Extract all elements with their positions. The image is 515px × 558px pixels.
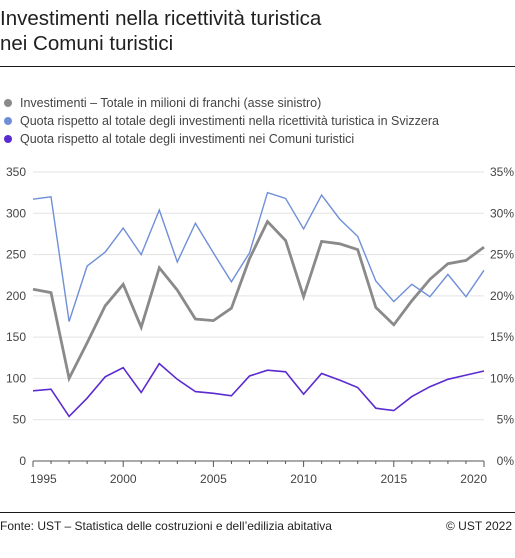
x-tick-label: 2000 bbox=[110, 472, 137, 486]
grid-layer bbox=[33, 171, 484, 462]
title-line-2: nei Comuni turistici bbox=[0, 32, 174, 55]
legend-label-share-communes: Quota rispetto al totale degli investime… bbox=[20, 132, 355, 146]
footer-divider bbox=[0, 512, 515, 513]
x-tick-label: 2015 bbox=[380, 472, 407, 486]
series-line-share-communes bbox=[32, 362, 485, 418]
y-right-tick-label: 25% bbox=[490, 248, 514, 262]
x-tick-label: 2010 bbox=[290, 472, 317, 486]
x-tick-label: 2020 bbox=[460, 472, 487, 486]
y-left-tick-label: 50 bbox=[13, 413, 27, 427]
legend-dot-light-blue bbox=[4, 117, 12, 125]
x-tick-label: 2005 bbox=[200, 472, 227, 486]
y-left-tick-label: 350 bbox=[6, 165, 26, 179]
legend-item-investments[interactable]: Investimenti – Totale in milioni di fran… bbox=[4, 94, 439, 112]
y-left-tick-label: 200 bbox=[6, 289, 26, 303]
series-layer bbox=[32, 191, 485, 418]
y-left-tick-label: 150 bbox=[6, 330, 26, 344]
line-chart: 0 0% 50 5% 100 10% 150 15% 200 20% 250 25% 300 30% 350… bbox=[6, 165, 514, 486]
y-left-tick-label: 0 bbox=[19, 454, 26, 468]
axis-layer: 0 0% 50 5% 100 10% 150 15% 200 20% 250 25% 300 30% 350… bbox=[6, 165, 514, 486]
legend: Investimenti – Totale in milioni di fran… bbox=[4, 94, 439, 148]
y-right-tick-label: 10% bbox=[490, 371, 514, 385]
title-line-1: Investimenti nella ricettività turistica bbox=[0, 7, 322, 30]
y-right-tick-label: 0% bbox=[497, 454, 515, 468]
chart-title: Investimenti nella ricettività turistica… bbox=[0, 6, 515, 56]
legend-dot-purple bbox=[4, 135, 12, 143]
y-right-tick-label: 5% bbox=[497, 413, 515, 427]
y-right-tick-label: 35% bbox=[490, 165, 514, 179]
y-left-tick-label: 300 bbox=[6, 206, 26, 220]
y-right-tick-label: 30% bbox=[490, 206, 514, 220]
legend-label-investments: Investimenti – Totale in milioni di fran… bbox=[20, 96, 322, 110]
copyright: © UST 2022 bbox=[446, 519, 512, 533]
legend-label-share-switzerland: Quota rispetto al totale degli investime… bbox=[20, 114, 439, 128]
y-right-tick-label: 15% bbox=[490, 330, 514, 344]
legend-item-share-switzerland[interactable]: Quota rispetto al totale degli investime… bbox=[4, 112, 439, 130]
x-tick-label: 1995 bbox=[30, 472, 57, 486]
y-right-tick-label: 20% bbox=[490, 289, 514, 303]
y-left-tick-label: 100 bbox=[6, 371, 26, 385]
title-divider bbox=[0, 66, 515, 67]
legend-item-share-communes[interactable]: Quota rispetto al totale degli investime… bbox=[4, 130, 439, 148]
source-note: Fonte: UST – Statistica delle costruzion… bbox=[0, 519, 332, 533]
series-line-share-switzerland bbox=[32, 191, 485, 322]
legend-dot-grey bbox=[4, 99, 12, 107]
y-left-tick-label: 250 bbox=[6, 248, 26, 262]
series-line-investments bbox=[32, 219, 485, 383]
